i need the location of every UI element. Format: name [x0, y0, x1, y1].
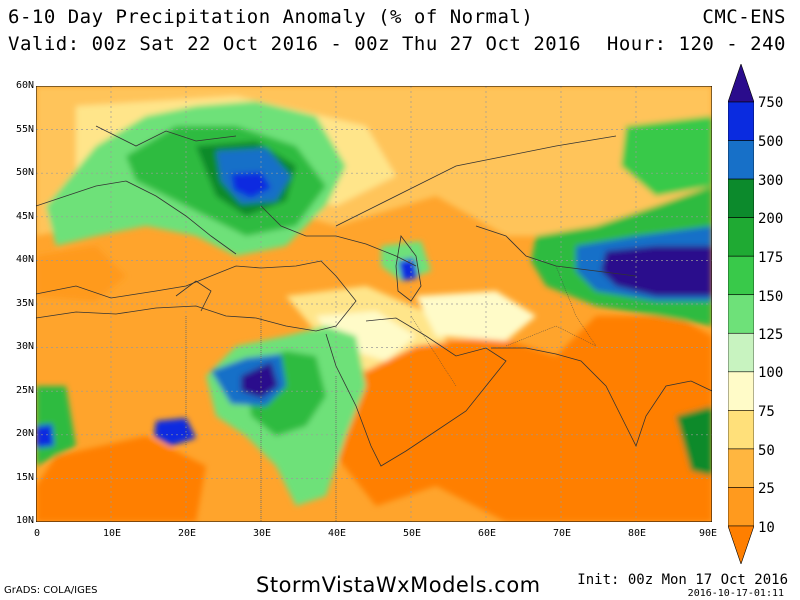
field-orange-africa — [36, 436, 206, 522]
colorbar-label-175: 175 — [758, 250, 784, 266]
lat-label-10n: 10N — [15, 515, 34, 526]
lat-label-40n: 40N — [15, 254, 34, 265]
colorbar-cell — [728, 371, 754, 411]
field-indigo-centralasia — [601, 246, 712, 296]
field-green-northeast — [621, 116, 712, 196]
lat-label-55n: 55N — [15, 124, 34, 135]
colorbar-cell — [728, 294, 754, 334]
field-cream-central — [316, 311, 416, 361]
lon-label-50e: 50E — [402, 528, 422, 539]
lon-label-20e: 20E — [177, 528, 197, 539]
colorbar-cell — [728, 255, 754, 296]
lon-label-10e: 10E — [102, 528, 122, 539]
forecast-hours: Hour: 120 - 240 — [606, 33, 786, 55]
field-blue-westafrica — [36, 424, 54, 448]
borders — [185, 265, 597, 522]
colorbar-cell-bottom — [728, 525, 754, 564]
valid-period: Valid: 00z Sat 22 Oct 2016 - 00z Thu 27 … — [8, 33, 582, 55]
colorbar-cell — [728, 217, 754, 257]
lat-label-35n: 35N — [15, 298, 34, 309]
colorbar-cell — [728, 140, 754, 180]
lat-label-60n: 60N — [15, 80, 34, 91]
site-name: StormVistaWxModels.com — [256, 573, 541, 597]
colorbar — [728, 64, 754, 564]
precipitation-anomaly-map — [36, 86, 712, 522]
field-green-southeast — [676, 406, 712, 476]
colorbar-label-10: 10 — [758, 520, 775, 536]
lon-label-0: 0 — [33, 528, 41, 539]
colorbar-cell — [728, 332, 754, 373]
field-blue-caspian — [398, 258, 418, 281]
colorbar-cell — [728, 410, 754, 450]
lon-label-70e: 70E — [552, 528, 572, 539]
field-indigo-sahara — [241, 362, 278, 398]
run-timestamp: 2016-10-17-01:11 — [687, 588, 784, 599]
coastlines — [36, 125, 712, 467]
model-name: CMC-ENS — [702, 6, 786, 28]
colorbar-label-200: 200 — [758, 211, 784, 227]
colorbar-label-100: 100 — [758, 365, 784, 381]
lat-label-20n: 20N — [15, 428, 34, 439]
lat-label-30n: 30N — [15, 341, 34, 352]
colorbar-label-300: 300 — [758, 173, 784, 189]
colorbar-label-50: 50 — [758, 443, 775, 459]
field-orange-nw — [36, 246, 126, 301]
field-blue-chad — [154, 418, 196, 446]
lat-label-45n: 45N — [15, 211, 34, 222]
lon-label-60e: 60E — [477, 528, 497, 539]
lat-label-50n: 50N — [15, 167, 34, 178]
lat-label-25n: 25N — [15, 385, 34, 396]
field-orange-arabia — [336, 316, 712, 522]
grads-credit: GrADS: COLA/IGES — [4, 585, 98, 596]
colorbar-cell — [728, 178, 754, 218]
map-title: 6-10 Day Precipitation Anomaly (% of Nor… — [8, 6, 534, 28]
colorbar-label-75: 75 — [758, 404, 775, 420]
colorbar-label-500: 500 — [758, 134, 784, 150]
field-cream-iran — [416, 291, 536, 341]
colorbar-cell — [728, 448, 754, 488]
lon-label-30e: 30E — [252, 528, 272, 539]
colorbar-cell — [728, 487, 754, 527]
lon-label-80e: 80E — [627, 528, 647, 539]
colorbar-cell — [728, 101, 754, 141]
init-time: Init: 00z Mon 17 Oct 2016 — [577, 572, 788, 588]
colorbar-label-25: 25 — [758, 481, 775, 497]
lon-label-40e: 40E — [327, 528, 347, 539]
colorbar-label-150: 150 — [758, 289, 784, 305]
colorbar-label-750: 750 — [758, 95, 784, 111]
lon-label-90e: 90E — [698, 528, 718, 539]
colorbar-cell-top — [728, 64, 754, 103]
colorbar-label-125: 125 — [758, 327, 784, 343]
lat-label-15n: 15N — [15, 472, 34, 483]
